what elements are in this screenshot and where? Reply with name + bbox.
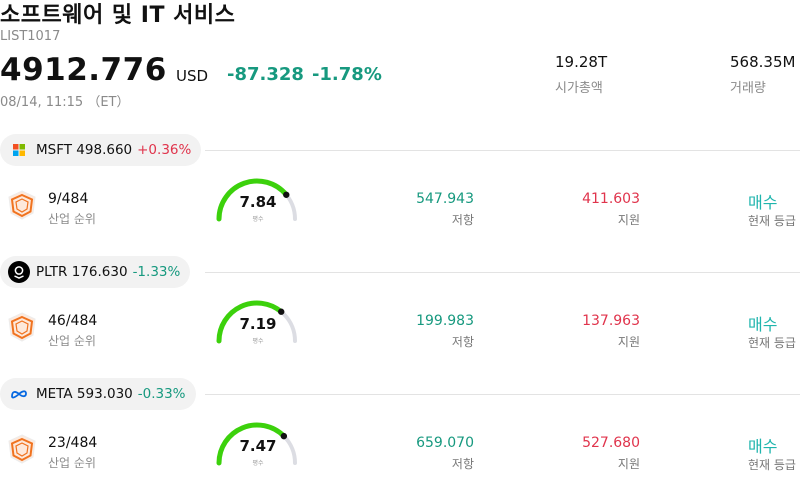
stock-change: +0.36% bbox=[137, 142, 192, 158]
market-cap-value: 19.28T bbox=[555, 53, 608, 71]
support-value: 411.603 bbox=[582, 191, 640, 207]
recommendation-label: 현재 등급 bbox=[748, 214, 796, 228]
recommendation-label: 현재 등급 bbox=[748, 336, 796, 350]
resistance-label: 저항 bbox=[451, 335, 474, 349]
market-cap-label: 시가총액 bbox=[555, 81, 603, 96]
industry-rank-icon bbox=[8, 190, 36, 220]
industry-rank-value: 23/484 bbox=[48, 435, 98, 451]
industry-rank-value: 46/484 bbox=[48, 313, 98, 329]
stock-header-msft: MSFT 498.660 +0.36% bbox=[0, 134, 202, 166]
stock-ticker: PLTR bbox=[36, 264, 68, 280]
gauge-fill bbox=[216, 422, 287, 466]
section-divider bbox=[205, 394, 800, 395]
stock-chip-msft[interactable]: MSFT 498.660 +0.36% bbox=[0, 134, 202, 166]
score-value: 7.47 bbox=[239, 437, 277, 455]
score-label: 평수 bbox=[252, 338, 264, 345]
stock-ticker: MSFT bbox=[36, 142, 72, 158]
stock-ticker: META bbox=[36, 386, 73, 402]
stock-detail-row[interactable]: 46/484 산업 순위 7.19 평수 199.983 저항 137.963 … bbox=[0, 300, 800, 366]
stock-change: -0.33% bbox=[137, 386, 186, 402]
palantir-logo-icon bbox=[8, 261, 30, 283]
industry-rank-label: 산업 순위 bbox=[48, 456, 96, 470]
section-divider bbox=[205, 272, 800, 273]
resistance-label: 저항 bbox=[451, 457, 474, 471]
recommendation-value[interactable]: 매수 bbox=[748, 437, 778, 456]
section-divider bbox=[205, 150, 800, 151]
microsoft-logo-icon bbox=[8, 139, 30, 161]
score-gauge bbox=[216, 422, 297, 466]
industry-rank-icon bbox=[8, 434, 36, 464]
stock-header-meta: META 593.030 -0.33% bbox=[0, 378, 196, 410]
resistance-value: 659.070 bbox=[416, 435, 474, 451]
industry-rank-label: 산업 순위 bbox=[48, 334, 96, 348]
stock-price: 176.630 bbox=[71, 264, 128, 280]
gauge-pointer bbox=[283, 191, 290, 198]
support-label: 지원 bbox=[617, 457, 640, 471]
resistance-value: 199.983 bbox=[416, 313, 474, 329]
change-percent: -1.78% bbox=[311, 64, 382, 85]
recommendation-value[interactable]: 매수 bbox=[748, 315, 778, 334]
stock-chip-meta[interactable]: META 593.030 -0.33% bbox=[0, 378, 196, 410]
market-cap-stat: 19.28T 시가총액 bbox=[555, 53, 607, 96]
gauge-fill bbox=[216, 178, 289, 222]
score-value: 7.84 bbox=[239, 193, 277, 211]
support-label: 지원 bbox=[617, 335, 640, 349]
gauge-fill bbox=[216, 300, 284, 344]
support-value: 527.680 bbox=[582, 435, 640, 451]
industry-rank-value: 9/484 bbox=[48, 191, 89, 207]
stock-chip-pltr[interactable]: PLTR 176.630 -1.33% bbox=[0, 256, 191, 288]
stock-price: 593.030 bbox=[76, 386, 133, 402]
score-gauge bbox=[216, 300, 297, 344]
support-label: 지원 bbox=[617, 213, 640, 227]
update-timestamp: 08/14, 11:15 （ET） bbox=[0, 95, 130, 110]
index-price: 4912.776 bbox=[0, 52, 167, 88]
support-value: 137.963 bbox=[582, 313, 640, 329]
stock-change: -1.33% bbox=[132, 264, 181, 280]
stock-price: 498.660 bbox=[76, 142, 133, 158]
currency-label: USD bbox=[176, 67, 209, 85]
index-change: -87.328 -1.78% bbox=[227, 64, 390, 85]
industry-rank-icon bbox=[8, 312, 36, 342]
score-gauge bbox=[216, 178, 297, 222]
meta-logo-icon bbox=[8, 383, 30, 405]
volume-label: 거래량 bbox=[730, 81, 766, 96]
gauge-pointer bbox=[278, 308, 285, 315]
recommendation-label: 현재 등급 bbox=[748, 458, 796, 472]
change-absolute: -87.328 bbox=[227, 64, 304, 85]
stock-detail-row[interactable]: 23/484 산업 순위 7.47 평수 659.070 저항 527.680 … bbox=[0, 422, 800, 488]
score-value: 7.19 bbox=[239, 315, 277, 333]
volume-stat: 568.35M 거래량 bbox=[730, 53, 795, 96]
index-title: 소프트웨어 및 IT 서비스 bbox=[0, 3, 236, 28]
recommendation-value[interactable]: 매수 bbox=[748, 193, 778, 212]
stock-header-pltr: PLTR 176.630 -1.33% bbox=[0, 256, 191, 288]
industry-rank-label: 산업 순위 bbox=[48, 212, 96, 226]
index-code: LIST1017 bbox=[0, 29, 61, 44]
stock-detail-row[interactable]: 9/484 산업 순위 7.84 평수 547.943 저항 411.603 지… bbox=[0, 178, 800, 244]
volume-value: 568.35M bbox=[730, 53, 796, 71]
score-label: 평수 bbox=[252, 216, 264, 223]
resistance-label: 저항 bbox=[451, 213, 474, 227]
gauge-pointer bbox=[280, 432, 288, 440]
score-label: 평수 bbox=[252, 460, 264, 467]
resistance-value: 547.943 bbox=[416, 191, 474, 207]
